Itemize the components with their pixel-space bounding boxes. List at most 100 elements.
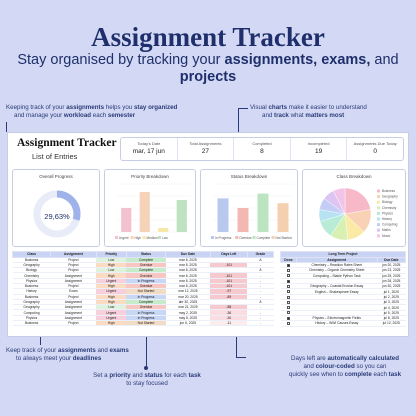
table-row[interactable]: Business Project High In Progress mar 20, 20… (12, 294, 274, 300)
column-header[interactable]: Status (125, 251, 167, 258)
page-title: Assignment Tracker (91, 22, 325, 52)
long-term-row[interactable]: jul 3, 2025 (280, 299, 406, 306)
cell-priority[interactable]: Low (96, 267, 127, 274)
cell-due: mar 8, 2025 (165, 262, 211, 269)
cell-priority[interactable]: High (96, 299, 127, 306)
cell-status[interactable]: Complete (126, 299, 166, 306)
table-row[interactable]: Computing Assignment Urgent In Progress may … (12, 309, 274, 316)
done-checkbox[interactable] (286, 284, 290, 288)
cell-priority[interactable]: Urgent (96, 309, 127, 316)
cell-status[interactable]: Overdue (126, 304, 166, 311)
cell-status[interactable]: Overdue (126, 283, 166, 290)
long-term-row[interactable]: Chemistry – Organic Chemistry Sheet jun 2… (280, 267, 406, 274)
long-term-row[interactable]: jul 5, 2025 (280, 310, 406, 316)
done-checkbox[interactable] (286, 311, 290, 315)
table-row[interactable]: Geography Assignment High Complete abr 30, 2… (12, 299, 274, 306)
done-checkbox[interactable] (286, 269, 290, 273)
column-header[interactable]: Priority (95, 251, 127, 258)
cell-due: mar 12, 2025 (165, 288, 211, 295)
table-row[interactable]: Business Project High Overdue mar 8, 2025 -10… (12, 283, 274, 290)
done-cell[interactable] (280, 320, 297, 327)
long-term-row[interactable]: jun 28, 2025 (280, 278, 406, 285)
cell-days: -101 (210, 283, 248, 290)
cell-priority[interactable]: Urgent (96, 288, 127, 295)
connector-line (236, 337, 237, 357)
cell-priority[interactable]: High (96, 320, 127, 327)
done-cell[interactable] (280, 294, 297, 301)
table-row[interactable]: Business Project High Not Started jun 6, 202… (12, 320, 274, 327)
table-row[interactable]: History Exam Urgent Not Started mar 12, 2025… (12, 288, 274, 295)
table-row[interactable]: Business Project Low Complete mar 8, 2025 A (12, 257, 274, 263)
cell-status[interactable]: Overdue (126, 262, 166, 269)
column-header[interactable]: Class (11, 251, 52, 258)
done-cell[interactable] (280, 283, 297, 290)
legend-label: Computing (382, 223, 398, 227)
cell-class: Business (12, 257, 51, 263)
long-term-row[interactable]: Geography – Coastal Erosion Essay jun 30,… (280, 283, 406, 290)
cell-priority[interactable]: High (96, 294, 127, 300)
long-term-row[interactable]: History – WWI Causes Essay jul 12, 2025 (280, 320, 406, 327)
cell-grade: - (247, 283, 274, 290)
cell-priority[interactable]: Low (96, 257, 127, 263)
done-cell[interactable] (280, 267, 297, 274)
spreadsheet-panel: Assignment Tracker List of Entries Today… (7, 132, 409, 337)
done-checkbox[interactable] (286, 263, 290, 267)
done-checkbox[interactable] (286, 274, 290, 278)
cell-status[interactable]: In Progress (126, 315, 166, 322)
done-cell[interactable] (280, 273, 297, 279)
done-cell[interactable] (280, 262, 297, 269)
table-row[interactable]: Chemistry Assignment High Overdue mar 8, 202… (12, 272, 274, 279)
long-term-row[interactable]: jul 2, 2025 (280, 294, 406, 301)
cell-priority[interactable]: Urgent (96, 278, 127, 285)
done-cell[interactable] (280, 299, 297, 306)
done-cell[interactable] (280, 288, 297, 295)
legend-label: Geography (382, 195, 398, 199)
legend-label: In Progress (215, 236, 232, 240)
cell-status[interactable]: In Progress (126, 278, 166, 285)
cell-priority[interactable]: High (96, 262, 127, 269)
done-checkbox[interactable] (286, 290, 290, 294)
done-cell[interactable] (280, 310, 297, 316)
table-row[interactable]: Geography Assignment Low Overdue mar 21, 202… (12, 304, 274, 311)
long-term-row[interactable]: jul 4, 2025 (280, 304, 406, 311)
cell-priority[interactable]: Urgent (96, 315, 127, 322)
cell-status[interactable]: Not Started (126, 320, 166, 327)
cell-status[interactable]: In Progress (126, 309, 166, 316)
long-term-row[interactable]: Chemistry – Reaction Rates Sheet jun 20, … (280, 262, 406, 269)
cell-priority[interactable]: High (96, 272, 127, 279)
done-checkbox[interactable] (286, 279, 290, 283)
cell-status[interactable]: Complete (126, 267, 166, 274)
done-checkbox[interactable] (286, 300, 290, 304)
done-cell[interactable] (280, 315, 297, 322)
legend-label: High (135, 236, 142, 240)
table-row[interactable]: Physics Assignment Urgent In Progress may 8,… (12, 315, 274, 322)
legend-swatch (211, 236, 214, 239)
long-term-row[interactable]: Computing – Stable Python Task jun 25, 20… (280, 273, 406, 279)
table-row[interactable]: Geography Project High Overdue mar 8, 2025 -1… (12, 262, 274, 269)
done-checkbox[interactable] (286, 322, 290, 326)
cell-status[interactable]: Complete (126, 257, 166, 263)
long-term-assignment (296, 278, 378, 285)
table-row[interactable]: Biology Project Low Complete mar 8, 2025 A (12, 267, 274, 274)
done-checkbox[interactable] (286, 295, 290, 299)
cell-priority[interactable]: High (96, 283, 127, 290)
done-checkbox[interactable] (286, 306, 290, 310)
table-row[interactable]: Physics Assignment Urgent In Progress mar 8,… (12, 278, 274, 285)
cell-assignment: Project (50, 267, 97, 274)
long-term-row[interactable]: English – Shakespeare Essay jul 1, 2025 (280, 288, 406, 295)
done-cell[interactable] (280, 304, 297, 311)
cell-priority[interactable]: Low (96, 304, 127, 311)
long-term-row[interactable]: Physics – Electromagnetic Fields jul 8, 2… (280, 315, 406, 322)
cell-days: -101 (210, 262, 248, 269)
cell-class: History (12, 288, 51, 295)
cell-status[interactable]: Overdue (126, 272, 166, 279)
bar-urgent (121, 208, 132, 232)
done-cell[interactable] (280, 278, 297, 285)
cell-grade: - (247, 272, 274, 279)
column-header[interactable]: Grade (246, 251, 275, 258)
done-checkbox[interactable] (286, 316, 290, 320)
cell-class: Business (12, 283, 51, 290)
cell-status[interactable]: Not Started (126, 288, 166, 295)
cell-status[interactable]: In Progress (126, 294, 166, 300)
legend-label: Overdue (239, 236, 251, 240)
